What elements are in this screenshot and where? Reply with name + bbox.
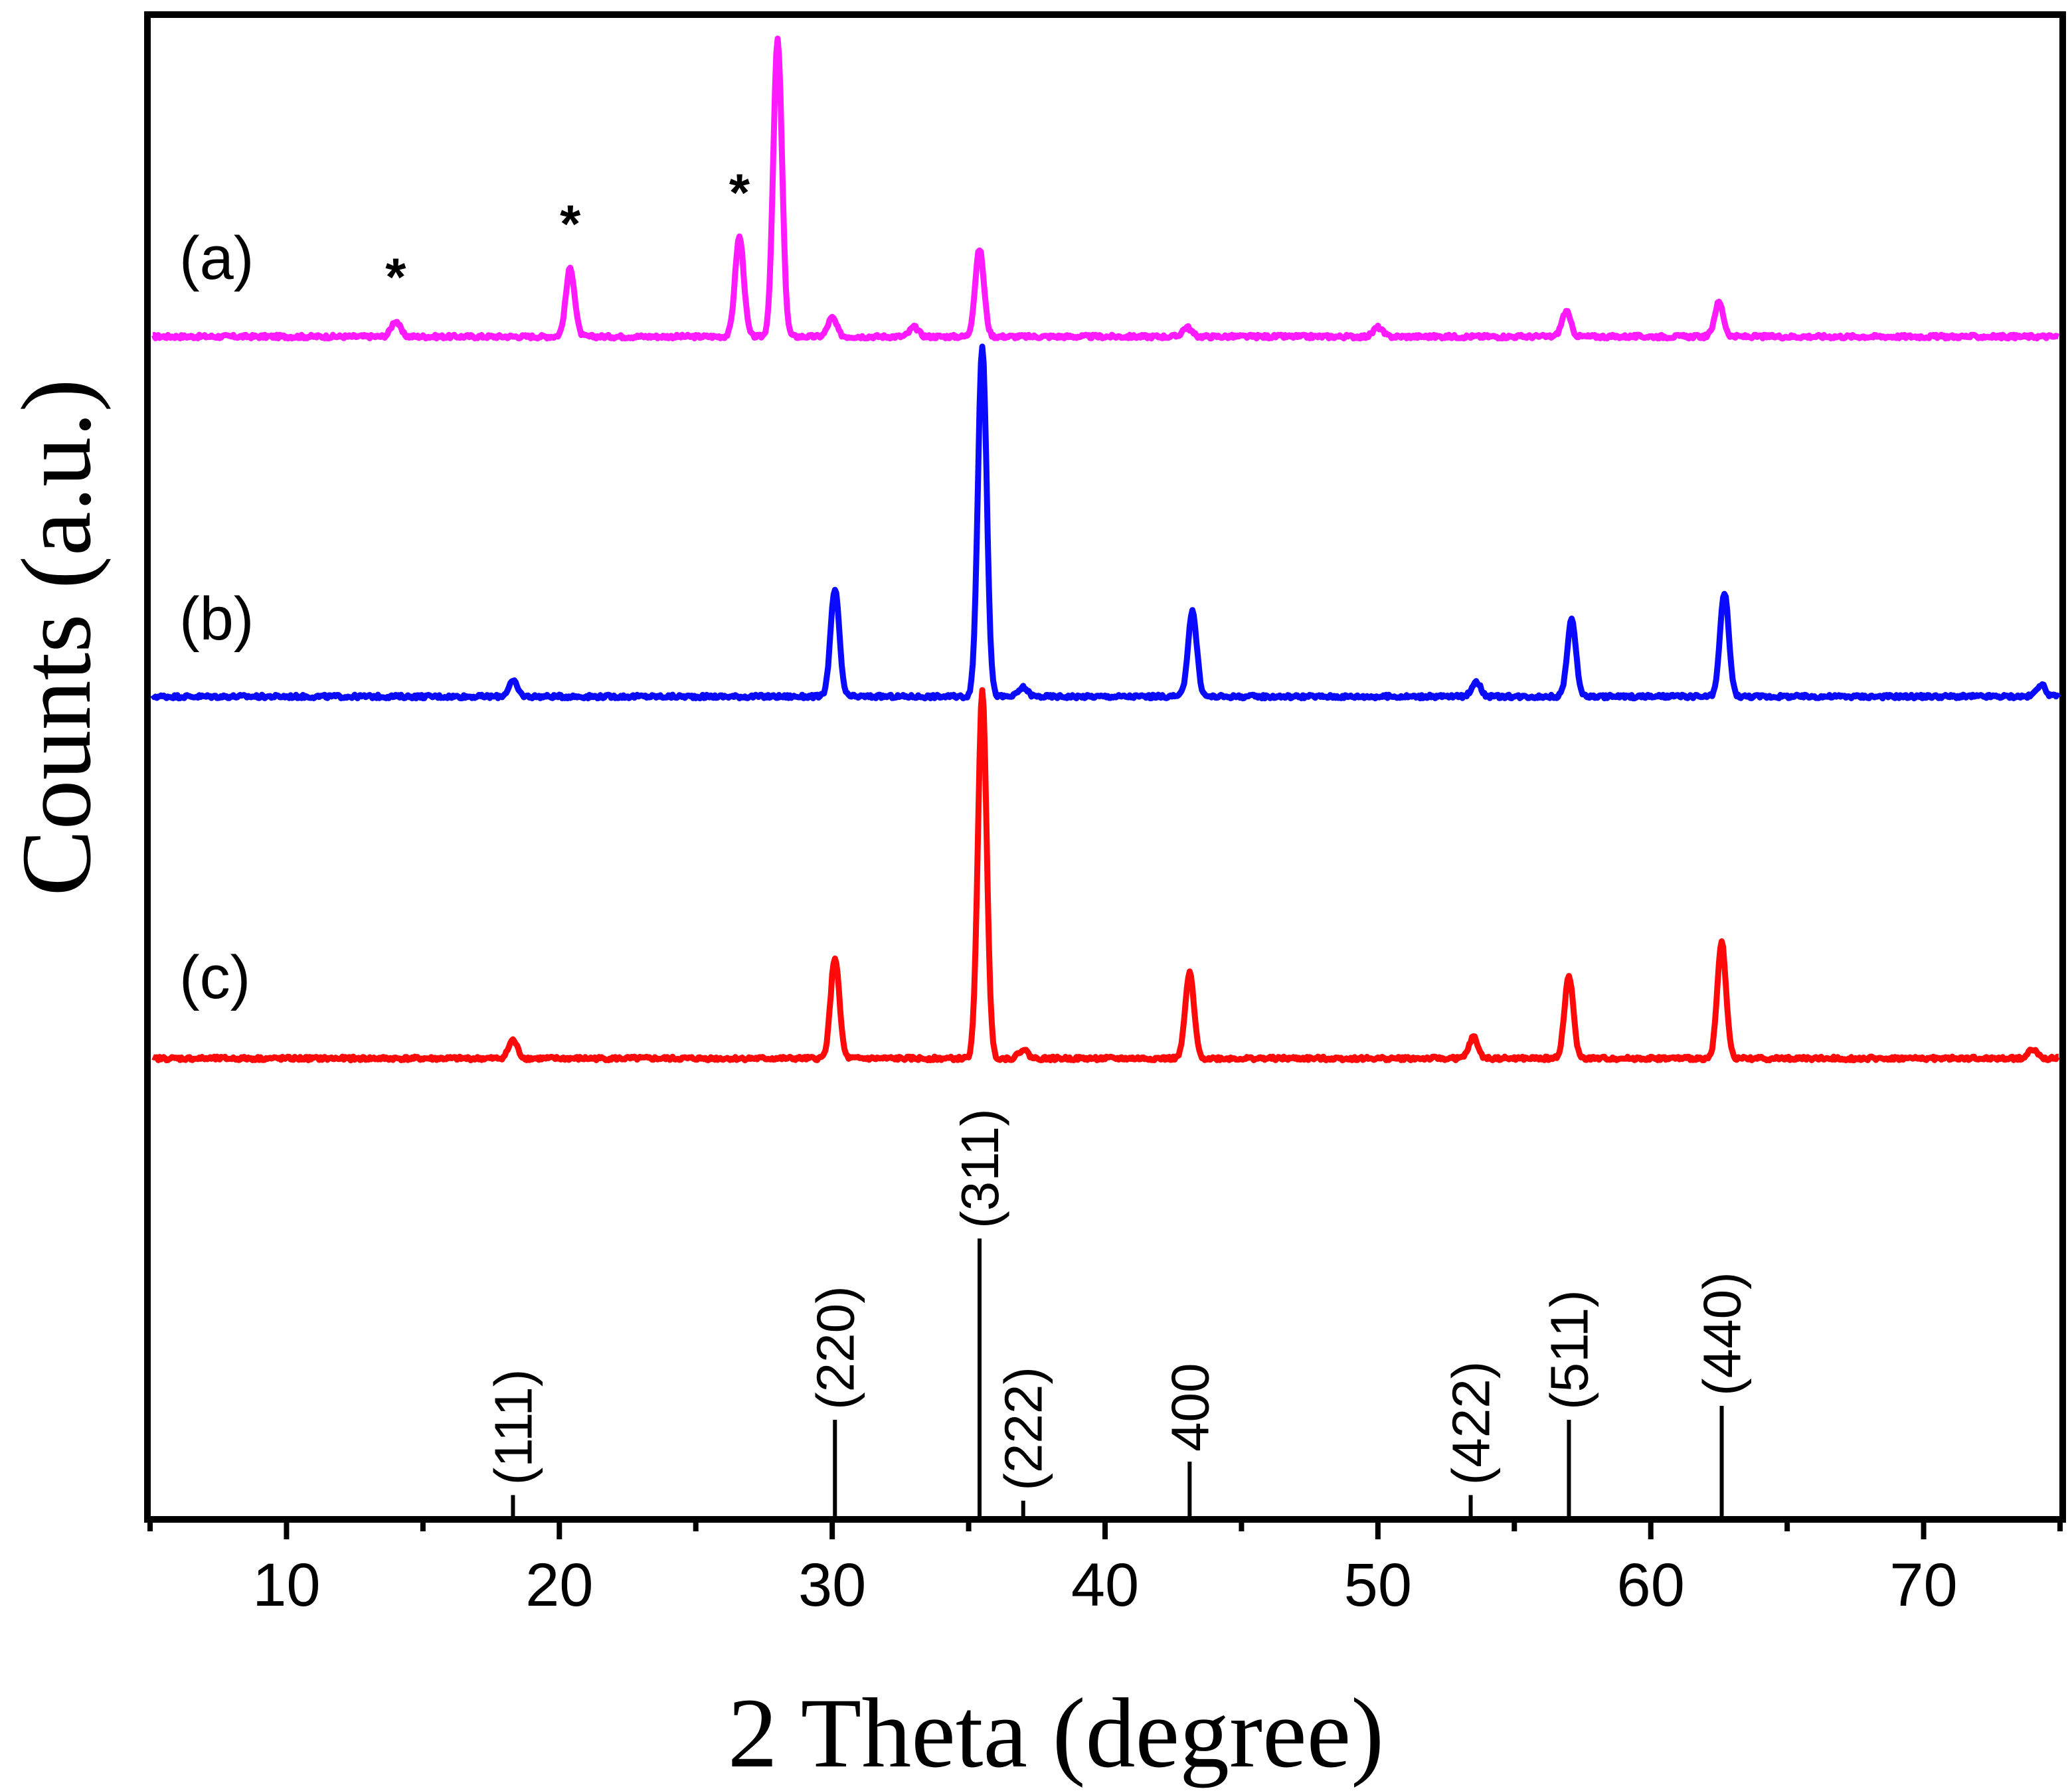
impurity-star-marker: * xyxy=(385,248,406,307)
reference-hkl-label: (440) xyxy=(1693,1272,1752,1396)
x-tick-label: 10 xyxy=(252,1551,320,1619)
y-axis-title: Counts (a.u.) xyxy=(1,379,112,896)
x-axis-tick-labels: 10 20 30 40 50 60 70 xyxy=(252,1551,1957,1619)
reference-hkl-label: (111) xyxy=(483,1369,543,1486)
x-tick-label: 60 xyxy=(1617,1551,1685,1619)
x-tick-label: 20 xyxy=(525,1551,593,1619)
impurity-star-marker: * xyxy=(560,195,581,254)
impurity-star-marker: * xyxy=(767,0,788,26)
x-tick-label: 70 xyxy=(1889,1551,1957,1619)
reference-hkl-label: (311) xyxy=(950,1108,1009,1229)
series-label: (c) xyxy=(179,944,250,1011)
series-label: (a) xyxy=(179,224,254,292)
reference-hkl-label: (422) xyxy=(1442,1361,1501,1486)
plot-frame xyxy=(144,11,2066,1523)
reference-hkl-label: 400 xyxy=(1160,1363,1219,1452)
reference-hkl-label: (220) xyxy=(806,1286,865,1410)
series-line xyxy=(150,343,2061,702)
reference-pattern: (111) (220) (311) (222) 400 (422) (511) (440) xyxy=(483,1108,1752,1517)
x-tick-label: 50 xyxy=(1344,1551,1412,1619)
series-group: (a) * * * * (b) (c) xyxy=(150,0,2061,1064)
x-tick-label: 30 xyxy=(798,1551,866,1619)
impurity-star-marker: * xyxy=(729,163,750,222)
series-line xyxy=(151,35,2061,342)
x-axis-title: 2 Theta (degree) xyxy=(728,1678,1384,1788)
series-label: (b) xyxy=(179,585,254,653)
x-tick-label: 40 xyxy=(1071,1551,1139,1619)
series-line xyxy=(151,687,2061,1064)
reference-hkl-label: (222) xyxy=(994,1367,1053,1491)
x-axis-ticks xyxy=(147,1519,2063,1539)
reference-hkl-label: (511) xyxy=(1540,1290,1599,1410)
